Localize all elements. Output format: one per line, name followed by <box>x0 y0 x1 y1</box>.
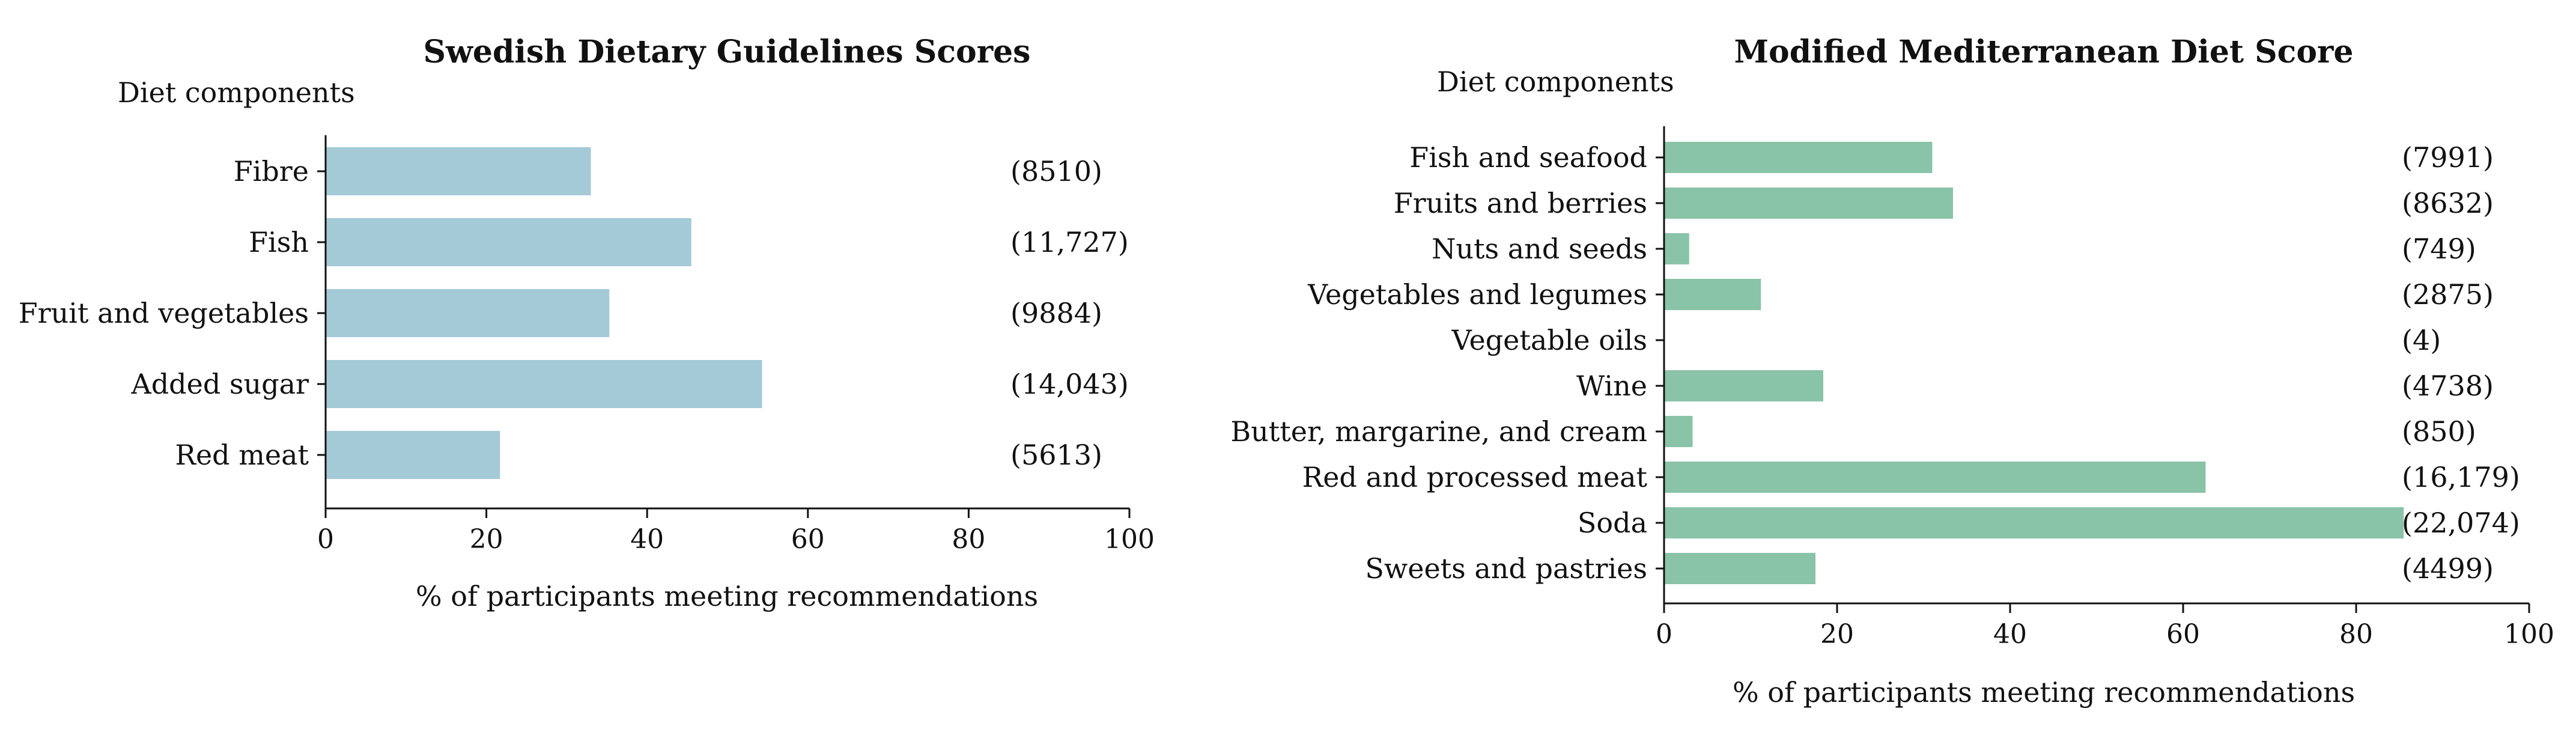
right-category-label: Fruits and berries <box>1394 187 1647 219</box>
left-count-label: (9884) <box>1010 297 1102 329</box>
swedish-guidelines-chart: Swedish Dietary Guidelines Scores Diet c… <box>19 34 1155 612</box>
right-x-axis-title: % of participants meeting recommendation… <box>1733 676 2355 709</box>
left-category-label: Added sugar <box>131 368 309 400</box>
left-category-label: Fish <box>249 226 309 258</box>
left-y-axis-title: Diet components <box>118 76 355 109</box>
right-x-tick-label: 20 <box>1820 619 1854 650</box>
right-x-tick-label: 40 <box>1993 619 2027 650</box>
right-bar <box>1664 233 1689 264</box>
left-bar <box>326 431 500 479</box>
right-category-label: Soda <box>1578 507 1647 539</box>
left-bar <box>326 289 610 337</box>
right-bar <box>1664 370 1823 401</box>
right-category-label: Wine <box>1576 370 1647 402</box>
right-count-label: (2875) <box>2402 278 2494 311</box>
right-count-label: (7991) <box>2402 141 2494 174</box>
left-category-label: Red meat <box>175 439 309 471</box>
left-count-label: (11,727) <box>1010 226 1129 258</box>
right-category-label: Fish and seafood <box>1409 141 1647 174</box>
right-count-label: (4499) <box>2402 552 2494 585</box>
left-x-tick-label: 20 <box>470 524 503 555</box>
left-bar <box>326 360 762 408</box>
left-x-tick-label: 80 <box>952 524 985 555</box>
left-count-label: (5613) <box>1010 439 1102 471</box>
right-category-label: Butter, margarine, and cream <box>1230 415 1647 448</box>
right-count-label: (749) <box>2402 233 2476 265</box>
right-bar <box>1664 553 1815 584</box>
mediterranean-chart: Modified Mediterranean Diet Score Diet c… <box>1230 34 2554 709</box>
left-bar <box>326 147 591 195</box>
right-category-label: Red and processed meat <box>1302 461 1648 493</box>
right-count-label: (8632) <box>2402 187 2494 219</box>
right-category-label: Vegetables and legumes <box>1307 278 1647 311</box>
right-bar <box>1664 279 1761 310</box>
right-bar <box>1664 416 1693 447</box>
right-category-label: Nuts and seeds <box>1432 233 1647 265</box>
right-bar <box>1664 507 2404 538</box>
left-count-label: (14,043) <box>1010 368 1129 400</box>
right-y-axis-title: Diet components <box>1437 66 1674 98</box>
right-count-label: (4) <box>2402 324 2441 356</box>
right-x-tick-label: 0 <box>1656 619 1672 650</box>
left-x-axis-title: % of participants meeting recommendation… <box>416 580 1038 612</box>
left-category-label: Fruit and vegetables <box>19 297 309 329</box>
right-bar <box>1664 462 2206 493</box>
left-bar <box>326 218 691 266</box>
left-category-label: Fibre <box>234 155 309 188</box>
right-count-label: (4738) <box>2402 370 2494 402</box>
left-count-label: (8510) <box>1010 155 1102 188</box>
left-x-tick-label: 60 <box>791 524 825 555</box>
right-x-tick-label: 100 <box>2504 619 2554 650</box>
left-x-tick-label: 0 <box>317 524 334 555</box>
right-bar <box>1664 188 1953 219</box>
right-category-label: Vegetable oils <box>1451 324 1647 356</box>
right-x-tick-label: 60 <box>2166 619 2200 650</box>
right-count-label: (16,179) <box>2402 461 2520 493</box>
left-x-tick-label: 40 <box>630 524 664 555</box>
right-chart-title: Modified Mediterranean Diet Score <box>1734 34 2354 70</box>
left-chart-title: Swedish Dietary Guidelines Scores <box>424 34 1031 70</box>
right-bar <box>1664 142 1933 173</box>
right-count-label: (850) <box>2402 415 2476 448</box>
left-x-tick-label: 100 <box>1104 524 1155 555</box>
right-x-tick-label: 80 <box>2339 619 2373 650</box>
right-category-label: Sweets and pastries <box>1365 552 1647 585</box>
right-count-label: (22,074) <box>2402 507 2520 539</box>
